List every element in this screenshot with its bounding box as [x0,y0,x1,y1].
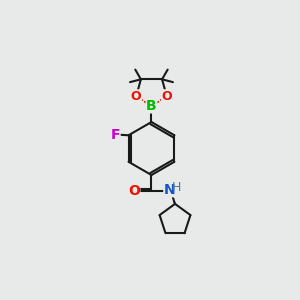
Text: H: H [172,181,181,194]
Text: B: B [146,99,157,113]
Text: O: O [161,90,172,103]
Text: O: O [131,90,142,103]
Text: F: F [110,128,120,142]
Text: N: N [164,183,176,197]
Text: O: O [128,184,140,198]
